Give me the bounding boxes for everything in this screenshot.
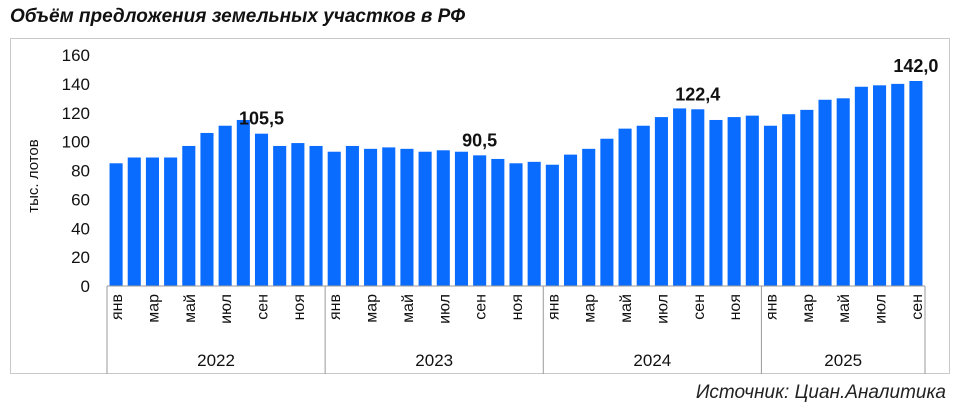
- x-tick-label: мар: [800, 294, 817, 323]
- year-label: 2022: [197, 351, 235, 370]
- bar: [345, 145, 359, 286]
- bar: [600, 138, 614, 286]
- bar: [127, 157, 141, 286]
- bar: [200, 132, 214, 286]
- bar: [836, 98, 850, 286]
- bar: [800, 109, 814, 286]
- x-tick-label: сен: [691, 294, 708, 320]
- x-tick-label: май: [836, 294, 853, 323]
- y-axis-ticks: 0 20 40 60 80 100 120 140 160: [62, 46, 90, 296]
- bar: [709, 119, 723, 286]
- bar: [636, 125, 650, 287]
- chart-title: Объём предложения земельных участков в Р…: [10, 6, 466, 27]
- bar: [291, 143, 305, 286]
- x-tick-label: янв: [763, 294, 780, 320]
- y-tick-label: 140: [62, 75, 90, 94]
- bar: [763, 125, 778, 287]
- y-tick-label: 40: [71, 219, 90, 238]
- bar: [527, 161, 541, 286]
- bar: [182, 145, 196, 286]
- data-label: 122,4: [675, 84, 720, 104]
- bar: [673, 108, 687, 286]
- y-tick-label: 120: [62, 104, 90, 123]
- bar: [818, 99, 832, 286]
- y-tick-label: 20: [71, 248, 90, 267]
- bar: [382, 147, 396, 286]
- x-tick-label: янв: [327, 294, 344, 320]
- y-tick-label: 160: [62, 46, 90, 65]
- bar: [582, 148, 596, 286]
- bar: [218, 125, 232, 287]
- x-tick-label: июл: [654, 294, 671, 324]
- chart-frame: [10, 38, 950, 374]
- bar: [236, 119, 250, 286]
- bar: [873, 85, 887, 286]
- y-tick-label: 0: [81, 277, 90, 296]
- x-tick-label: ноя: [291, 294, 308, 320]
- bar: [327, 151, 341, 286]
- source-note: Источник: Циан.Аналитика: [695, 382, 946, 403]
- data-label: 142,0: [893, 56, 938, 76]
- bar: [509, 163, 523, 286]
- y-tick-label: 80: [71, 162, 90, 181]
- bar: [309, 145, 323, 286]
- x-tick-label: май: [400, 294, 417, 323]
- year-label: 2023: [415, 351, 453, 370]
- data-label: 90,5: [462, 130, 497, 150]
- x-tick-label: май: [182, 294, 199, 323]
- bar: [854, 86, 868, 286]
- bar: [491, 158, 505, 286]
- bar: [109, 163, 123, 286]
- year-label: 2024: [633, 351, 671, 370]
- x-axis: янв мар май июл сен ноя янв мар май июл сен ноя янв м…: [106, 285, 926, 374]
- bar: [545, 164, 559, 286]
- y-tick-label: 60: [71, 190, 90, 209]
- x-tick-label: сен: [909, 294, 926, 320]
- year-label: 2025: [824, 351, 862, 370]
- bar: [691, 109, 705, 286]
- bar: [891, 83, 905, 287]
- x-tick-label: июл: [218, 294, 235, 324]
- data-labels: 105,5 90,5 122,4 142,0: [239, 56, 938, 150]
- x-tick-label: мар: [364, 294, 381, 323]
- x-tick-label: мар: [582, 294, 599, 323]
- bar: [909, 80, 923, 287]
- x-tick-label: май: [618, 294, 635, 323]
- x-tick-label: сен: [255, 294, 272, 320]
- bar: [273, 145, 287, 286]
- y-axis-label: тыс. лотов: [25, 139, 42, 212]
- x-tick-label: мар: [145, 294, 162, 323]
- bar: [254, 133, 269, 286]
- bar: [364, 148, 378, 286]
- y-tick-label: 100: [62, 133, 90, 152]
- x-tick-label: ноя: [727, 294, 744, 320]
- bars: [109, 80, 923, 287]
- bar: [782, 114, 796, 286]
- bar: [436, 150, 450, 286]
- x-tick-label: сен: [473, 294, 490, 320]
- bar: [454, 151, 469, 286]
- x-tick-label: июл: [436, 294, 453, 324]
- bar: [400, 148, 414, 286]
- bar: [727, 117, 741, 286]
- bar: [145, 157, 159, 286]
- x-tick-label: янв: [545, 294, 562, 320]
- bar: [563, 154, 578, 286]
- bar: [473, 155, 487, 286]
- bar: [164, 157, 178, 286]
- bar: [418, 151, 432, 286]
- data-label: 105,5: [239, 109, 284, 129]
- x-tick-label: янв: [109, 294, 126, 320]
- x-tick-label: ноя: [509, 294, 526, 320]
- bar: [618, 128, 632, 286]
- bar: [654, 117, 668, 286]
- x-tick-label: июл: [873, 294, 890, 324]
- bar: [745, 115, 759, 286]
